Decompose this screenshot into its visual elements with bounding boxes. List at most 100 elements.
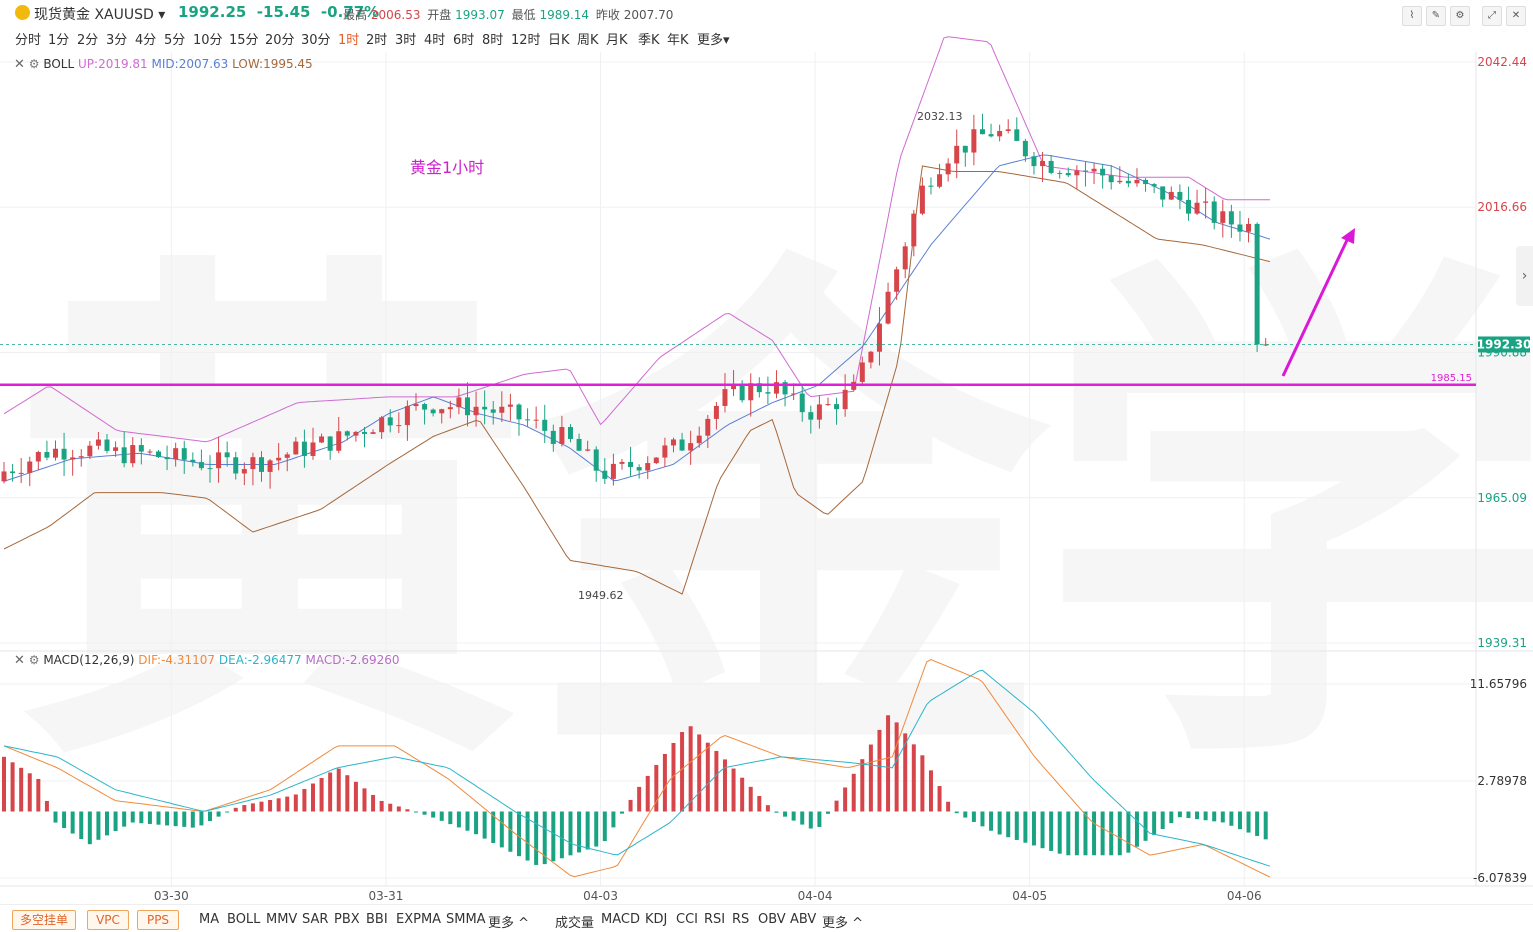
macd-bar (122, 811, 127, 827)
candle-body (70, 457, 76, 460)
macd-bar (1160, 811, 1165, 830)
period-16[interactable]: 12时 (511, 33, 541, 48)
candle-body (542, 419, 548, 431)
main-indicator-5[interactable]: BBI (366, 912, 388, 927)
period-2[interactable]: 2分 (77, 33, 99, 48)
close-indicator-icon[interactable]: ✕ (14, 57, 25, 72)
candle-body (439, 409, 445, 414)
close-panel-icon[interactable]: ✕ (1506, 6, 1526, 26)
sub-indicator-6[interactable]: OBV (758, 912, 786, 927)
price-chart[interactable]: 黄金学 1985.15 黄金1小时 2032.13 1949.62 2042.44 20… (0, 0, 1533, 904)
period-11[interactable]: 2时 (366, 33, 388, 48)
candle-body (636, 467, 642, 471)
macd-y-tick-label: 2.78978 (1477, 774, 1527, 788)
period-5[interactable]: 5分 (164, 33, 186, 48)
sub-indicator-1[interactable]: MACD (601, 912, 640, 927)
settings-icon[interactable]: ⚙ (1450, 6, 1470, 26)
sub-indicator-2[interactable]: KDJ (645, 912, 668, 927)
candle-body (379, 417, 385, 433)
tag-1[interactable]: VPC (87, 910, 129, 930)
main-indicator-4[interactable]: PBX (334, 912, 360, 927)
macd-bar (585, 811, 590, 850)
macd-bar (508, 811, 513, 852)
period-7[interactable]: 15分 (229, 33, 259, 48)
gear-icon[interactable]: ⚙ (28, 653, 40, 667)
candle-body (705, 418, 711, 436)
sub-indicator-8[interactable]: 更多 ^ (822, 916, 864, 931)
boll-low-line (3, 165, 1271, 595)
fullscreen-icon[interactable]: ⤢ (1482, 6, 1502, 26)
period-21[interactable]: 年K (667, 33, 689, 48)
period-0[interactable]: 分时 (15, 33, 42, 48)
draw-pen-icon[interactable]: ✎ (1426, 6, 1446, 26)
candle-body (353, 431, 359, 436)
sub-indicator-0[interactable]: 成交量 (555, 916, 595, 931)
candle-body (499, 406, 505, 413)
macd-bar (774, 811, 779, 813)
candle-body (293, 441, 299, 455)
period-8[interactable]: 20分 (265, 33, 295, 48)
macd-bar (1246, 811, 1251, 833)
tag-2[interactable]: PPS (137, 910, 179, 930)
macd-bar (628, 799, 633, 812)
period-9[interactable]: 30分 (301, 33, 331, 48)
macd-bar (637, 786, 642, 812)
candle-body (1134, 179, 1140, 184)
gear-icon[interactable]: ⚙ (28, 57, 40, 71)
main-indicator-7[interactable]: SMMA (446, 912, 486, 927)
period-12[interactable]: 3时 (395, 33, 417, 48)
period-18[interactable]: 周K (577, 33, 599, 48)
candle-body (61, 448, 67, 460)
candle-body (567, 427, 573, 439)
candle-body (679, 439, 685, 451)
macd-bar (147, 811, 152, 824)
main-indicator-1[interactable]: BOLL (227, 912, 261, 927)
period-20[interactable]: 季K (638, 33, 660, 48)
macd-bar (731, 768, 736, 812)
sub-indicator-5[interactable]: RS (732, 912, 750, 927)
candle-body (155, 451, 161, 458)
candle-body (1057, 172, 1063, 174)
candle-body (1143, 179, 1149, 185)
sub-indicator-4[interactable]: RSI (704, 912, 726, 927)
period-1[interactable]: 1分 (48, 33, 70, 48)
macd-bar (851, 773, 856, 812)
candle-body (1203, 201, 1209, 203)
candle-body (52, 448, 58, 458)
period-22[interactable]: 更多▾ (697, 33, 730, 48)
trend-arrowhead (1341, 228, 1355, 244)
main-indicator-6[interactable]: EXPMA (396, 912, 442, 927)
period-14[interactable]: 6时 (453, 33, 475, 48)
main-indicator-2[interactable]: MMV (266, 912, 298, 927)
indicator-tool-icon[interactable]: ⌇ (1402, 6, 1422, 26)
main-indicator-3[interactable]: SAR (302, 912, 329, 927)
macd-bar (1134, 811, 1139, 847)
period-3[interactable]: 3分 (106, 33, 128, 48)
main-indicator-0[interactable]: MA (199, 912, 220, 927)
sub-indicator-7[interactable]: ABV (790, 912, 817, 927)
sub-indicator-3[interactable]: CCI (676, 912, 698, 927)
period-4[interactable]: 4分 (135, 33, 157, 48)
period-15[interactable]: 8时 (482, 33, 504, 48)
candle-body (87, 445, 93, 457)
period-13[interactable]: 4时 (424, 33, 446, 48)
expand-panel-chevron-icon[interactable]: › (1516, 246, 1533, 306)
x-tick-label: 04-04 (798, 889, 833, 903)
macd-bar (877, 729, 882, 812)
x-tick-label: 04-03 (583, 889, 618, 903)
candle-body (1177, 191, 1183, 200)
period-10[interactable]: 1时 (338, 33, 360, 48)
macd-bar (336, 768, 341, 812)
candle-body (1014, 129, 1020, 141)
macd-bar (293, 794, 298, 812)
candle-body (173, 448, 179, 460)
period-19[interactable]: 月K (606, 33, 628, 48)
period-6[interactable]: 10分 (193, 33, 223, 48)
tag-0[interactable]: 多空挂单 (12, 910, 76, 930)
candle-body (396, 425, 402, 427)
main-indicator-8[interactable]: 更多 ^ (488, 916, 530, 931)
candle-body (559, 427, 565, 444)
period-17[interactable]: 日K (548, 33, 570, 48)
close-indicator-icon[interactable]: ✕ (14, 653, 25, 668)
instrument-name[interactable]: 现货黄金 XAUUSD ▾ (34, 7, 166, 23)
